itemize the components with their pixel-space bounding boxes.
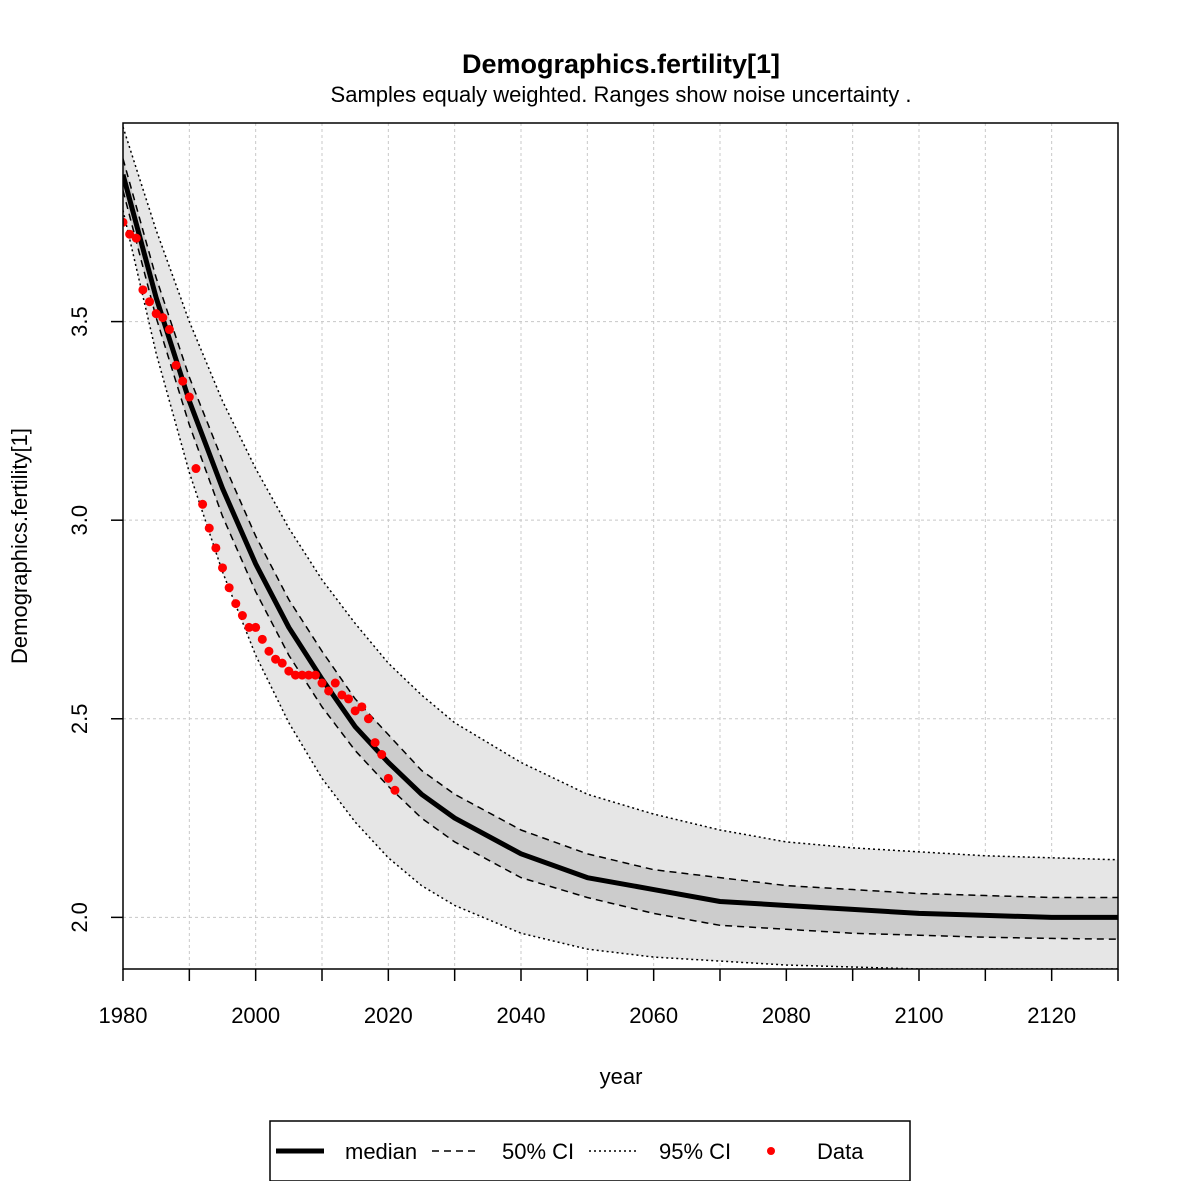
x-axis: 1980 2000 2020 2040 2060 2080 2100 2120 (99, 969, 1119, 1028)
data-point (138, 285, 148, 295)
data-point (251, 622, 261, 632)
legend-ci50-label: 50% CI (502, 1139, 574, 1164)
y-tick-label: 3.0 (67, 505, 92, 536)
data-point (198, 499, 208, 509)
legend-ci95-label: 95% CI (659, 1139, 731, 1164)
data-point (158, 313, 168, 323)
data-point (344, 694, 354, 704)
data-point (125, 229, 135, 239)
data-point (330, 678, 340, 688)
legend-median-label: median (345, 1139, 417, 1164)
y-axis: 2.0 2.5 3.0 3.5 (67, 306, 123, 933)
data-point (350, 706, 360, 716)
data-point (151, 309, 161, 319)
x-tick-label: 2120 (1027, 1003, 1076, 1028)
data-point (277, 658, 287, 668)
data-point (123, 217, 128, 227)
data-point (390, 785, 400, 795)
y-tick-label: 3.5 (67, 306, 92, 337)
data-point (383, 773, 393, 783)
data-point (257, 634, 267, 644)
data-point (171, 360, 181, 370)
median-line (123, 173, 1118, 920)
data-point (377, 750, 387, 760)
data-point (145, 297, 155, 307)
data-point (244, 622, 254, 632)
legend-data-label: Data (817, 1139, 864, 1164)
data-point (304, 670, 314, 680)
data-point (218, 563, 227, 573)
x-tick-label: 2080 (762, 1003, 811, 1028)
data-point (317, 678, 327, 688)
x-axis-label: year (600, 1064, 643, 1089)
data-point (204, 523, 214, 533)
y-axis-label: Demographics.fertility[1] (7, 428, 32, 664)
x-tick-label: 2020 (364, 1003, 413, 1028)
data-point (363, 714, 373, 724)
data-point (178, 376, 188, 386)
x-tick-label: 1980 (99, 1003, 148, 1028)
data-point (184, 392, 194, 402)
x-tick-label: 2040 (497, 1003, 546, 1028)
data-points (123, 217, 400, 795)
y-tick-label: 2.5 (67, 703, 92, 734)
data-point (264, 646, 274, 656)
legend: median 50% CI 95% CI Data (269, 1120, 911, 1181)
data-point (357, 702, 367, 712)
ci50-upper-line (123, 158, 1118, 899)
data-point (310, 670, 320, 680)
data-point (131, 233, 141, 243)
plot-frame (122, 122, 1119, 970)
data-point (337, 690, 347, 700)
ci50-lower-line (123, 190, 1118, 940)
data-point (271, 654, 281, 664)
data-point (297, 670, 307, 680)
data-point (224, 583, 234, 593)
data-point (324, 686, 334, 696)
legend-data-swatch (767, 1147, 775, 1155)
data-point (211, 543, 221, 553)
data-point (237, 611, 247, 621)
y-tick-label: 2.0 (67, 902, 92, 933)
data-point (370, 738, 380, 748)
data-point (191, 464, 201, 474)
x-tick-label: 2100 (895, 1003, 944, 1028)
data-point (231, 599, 241, 609)
x-tick-label: 2060 (629, 1003, 678, 1028)
chart-subtitle: Samples equaly weighted. Ranges show noi… (331, 82, 912, 107)
x-tick-label: 2000 (231, 1003, 280, 1028)
grid (123, 123, 1118, 969)
ci95-upper-line (123, 126, 1118, 861)
data-point (164, 325, 174, 335)
data-point (284, 666, 294, 676)
chart-title: Demographics.fertility[1] (462, 49, 780, 79)
data-point (290, 670, 300, 680)
